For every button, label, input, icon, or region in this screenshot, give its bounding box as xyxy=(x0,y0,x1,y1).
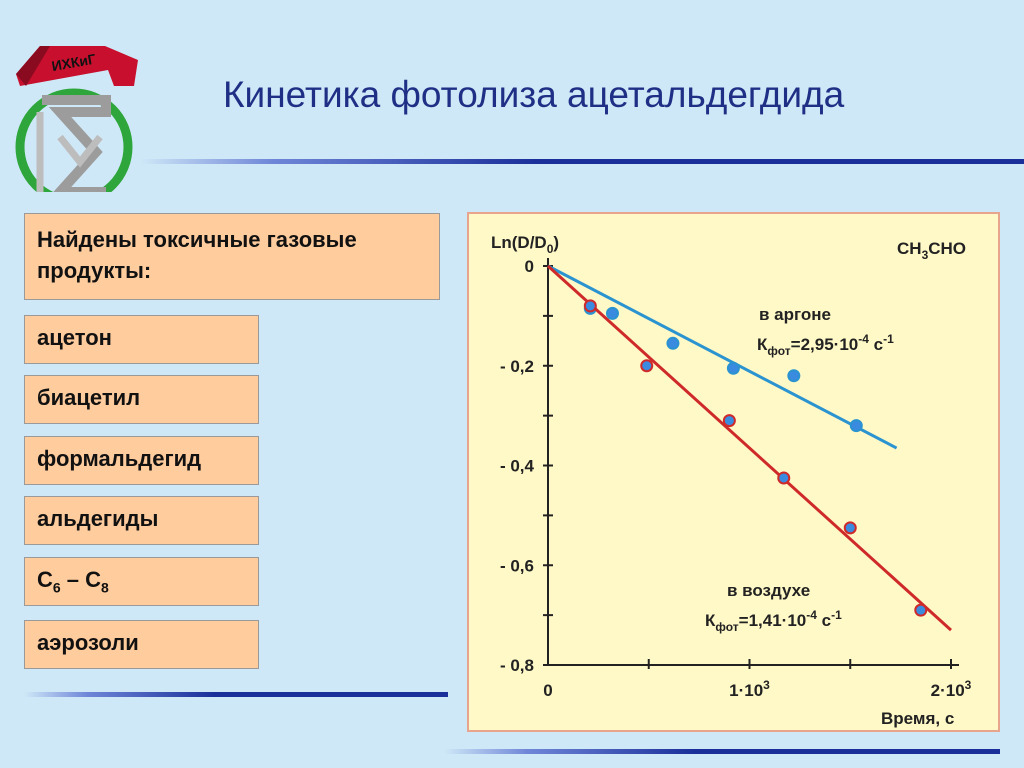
data-point-air xyxy=(777,471,791,485)
divider-middle xyxy=(24,692,448,697)
data-point-argon xyxy=(787,369,801,383)
y-tick-label: - 0,6 xyxy=(500,556,534,575)
list-item: формальдегид xyxy=(24,436,259,485)
data-point-argon xyxy=(726,361,740,375)
institute-logo-icon: ИХКиГ xyxy=(10,42,140,206)
item-c6c8-b: C xyxy=(85,567,102,592)
item-c6c8-dash: – xyxy=(60,567,86,592)
rate-label-air: Кфот=1,41·10-4 с-1 xyxy=(705,608,842,634)
rate-label-argon: Кфот=2,95·10-4 с-1 xyxy=(757,332,894,358)
data-point-argon xyxy=(666,336,680,350)
kinetics-chart: Ln(D/D0) CH3CHO Время, с в аргоне Кфот=2… xyxy=(491,233,972,728)
data-point-air xyxy=(843,521,857,535)
fit-line-argon xyxy=(547,264,898,450)
header-box: Найдены токсичные газовые продукты: xyxy=(24,213,440,300)
chart-panel: Ln(D/D0) CH3CHO Время, с в аргоне Кфот=2… xyxy=(467,212,1000,732)
y-tick-label: - 0,4 xyxy=(500,457,535,476)
series-label-air: в воздухе xyxy=(727,581,810,600)
compound-label: CH3CHO xyxy=(897,239,966,262)
x-axis-label: Время, с xyxy=(881,709,954,728)
item-c6c8-b-sub: 8 xyxy=(101,579,109,596)
data-point-air xyxy=(640,359,654,373)
fit-line-air xyxy=(546,264,953,632)
x-tick-label: 2·103 xyxy=(931,678,972,700)
data-point-air xyxy=(914,603,928,617)
x-tick-label: 1·103 xyxy=(729,678,770,700)
list-item: альдегиды xyxy=(24,496,259,545)
y-tick-label: - 0,2 xyxy=(500,357,534,376)
data-point-argon xyxy=(605,306,619,320)
series-label-argon: в аргоне xyxy=(759,305,831,324)
y-axis-label: Ln(D/D0) xyxy=(491,233,559,256)
y-tick-label: 0 xyxy=(525,257,534,276)
item-c6c8-a-sub: 6 xyxy=(52,579,61,596)
svg-text:ИХКиГ: ИХКиГ xyxy=(50,51,97,74)
list-item: ацетон xyxy=(24,315,259,364)
data-point-air xyxy=(722,414,736,428)
data-point-air xyxy=(583,299,597,313)
divider-top xyxy=(140,159,1024,164)
list-item: аэрозоли xyxy=(24,620,259,669)
divider-bottom xyxy=(444,749,1000,754)
x-tick-label: 0 xyxy=(543,681,552,700)
list-item: C6 – C8 xyxy=(24,557,259,606)
list-item: биацетил xyxy=(24,375,259,424)
item-c6c8-a: C xyxy=(37,567,53,592)
page-title: Кинетика фотолиза ацетальдегдида xyxy=(223,74,845,115)
y-tick-label: - 0,8 xyxy=(500,656,534,675)
data-point-argon xyxy=(849,419,863,433)
